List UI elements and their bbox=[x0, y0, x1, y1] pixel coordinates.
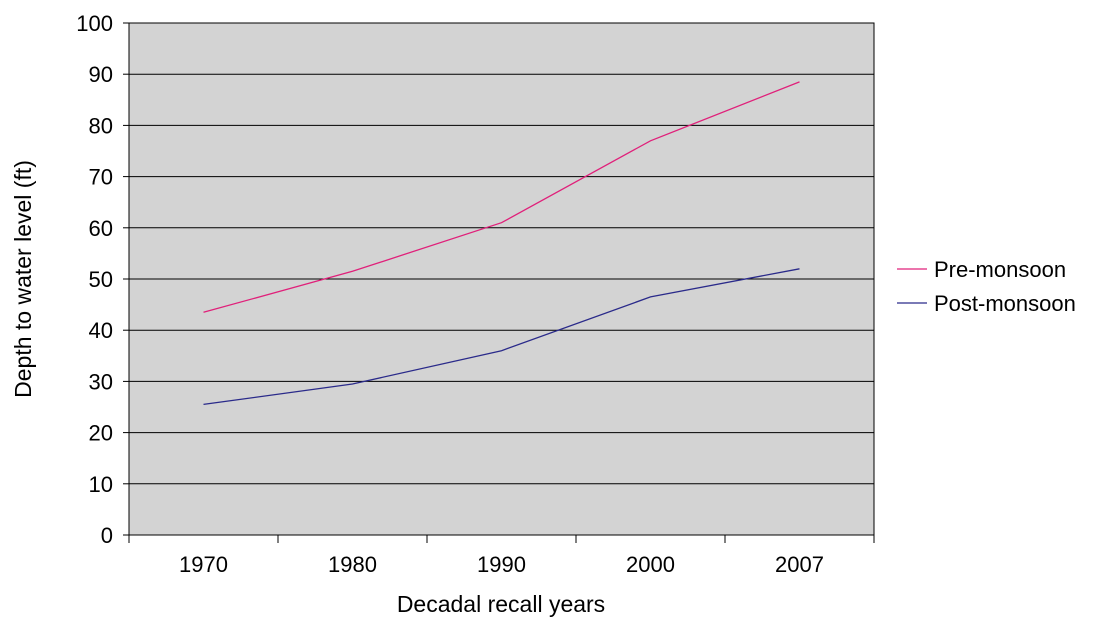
x-axis-ticks: 1970 1980 1990 2000 2007 bbox=[128, 535, 875, 577]
y-tick-label: 50 bbox=[89, 267, 113, 292]
x-axis-title: Decadal recall years bbox=[397, 591, 605, 617]
y-tick-label: 90 bbox=[89, 62, 113, 87]
x-tick-label: 1990 bbox=[477, 552, 526, 577]
y-axis-title: Depth to water level (ft) bbox=[10, 160, 36, 398]
series-line-post-monsoon bbox=[203, 268, 800, 406]
y-tick-label: 10 bbox=[89, 472, 113, 497]
legend-label-post-monsoon: Post-monsoon bbox=[934, 291, 1076, 316]
x-tick-label: 1970 bbox=[179, 552, 228, 577]
legend-label-pre-monsoon: Pre-monsoon bbox=[934, 257, 1066, 282]
y-tick-label: 80 bbox=[89, 113, 113, 138]
y-axis-ticks: 0 10 20 30 40 50 60 70 80 90 100 bbox=[76, 11, 129, 548]
legend: Pre-monsoon Post-monsoon bbox=[897, 257, 1076, 316]
y-tick-label: 20 bbox=[89, 421, 113, 446]
y-tick-label: 100 bbox=[76, 11, 113, 36]
x-tick-label: 2000 bbox=[626, 552, 675, 577]
y-tick-label: 40 bbox=[89, 318, 113, 343]
x-tick-label: 2007 bbox=[775, 552, 824, 577]
y-tick-label: 30 bbox=[89, 369, 113, 394]
y-tick-label: 0 bbox=[101, 523, 113, 548]
x-tick-label: 1980 bbox=[328, 552, 377, 577]
series-lines bbox=[203, 81, 800, 406]
series-line-pre-monsoon bbox=[203, 81, 800, 313]
gridlines bbox=[129, 22, 874, 485]
y-tick-label: 70 bbox=[89, 165, 113, 190]
y-tick-label: 60 bbox=[89, 216, 113, 241]
